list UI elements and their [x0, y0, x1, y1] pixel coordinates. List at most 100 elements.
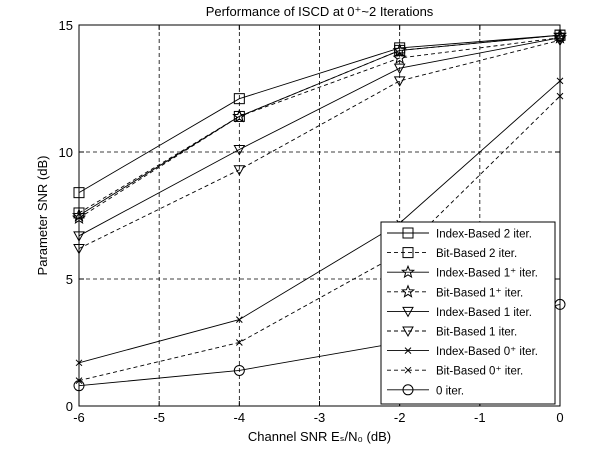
legend-label: Bit-Based 0⁺ iter.	[436, 366, 523, 378]
legend-label: Index-Based 1⁺ iter.	[436, 268, 538, 280]
marker-square	[233, 93, 245, 105]
marker-x-b	[75, 359, 83, 367]
marker-square	[73, 187, 85, 199]
marker-triangle	[393, 63, 406, 75]
legend-item: Index-Based 0⁺ iter.	[387, 346, 538, 358]
data-point	[393, 76, 406, 87]
y-tick-label: 5	[66, 272, 73, 287]
marker-x-b	[235, 316, 243, 323]
marker-triangle	[73, 231, 85, 242]
x-axis-label: Channel SNR Eₛ/N₀ (dB)	[248, 429, 391, 444]
data-point	[556, 77, 564, 85]
legend-item: Index-Based 2 iter.	[387, 227, 532, 241]
legend-item: Bit-Based 1⁺ iter.	[387, 284, 523, 299]
x-tick-label: -1	[474, 410, 486, 425]
marker-triangle	[233, 165, 246, 176]
data-point	[75, 359, 83, 367]
data-point	[233, 364, 245, 376]
data-point	[235, 316, 243, 323]
legend-marker	[402, 306, 414, 318]
legend-item: Index-Based 1⁺ iter.	[387, 264, 538, 280]
marker-circle	[73, 380, 85, 392]
series-line	[78, 37, 561, 219]
data-point	[392, 50, 407, 64]
series-line	[78, 34, 561, 193]
marker-triangle	[554, 33, 566, 44]
y-tick-label: 15	[59, 18, 73, 33]
marker-x-b	[404, 366, 412, 374]
marker-star	[400, 284, 416, 298]
series-line	[78, 34, 561, 216]
marker-circle	[233, 364, 245, 376]
marker-square	[402, 247, 414, 259]
marker-star	[71, 208, 87, 222]
marker-triangle	[402, 306, 414, 318]
marker-triangle	[402, 326, 414, 338]
data-point	[235, 339, 243, 346]
legend-label: Index-Based 1 iter.	[436, 307, 532, 319]
x-tick-label: -3	[314, 410, 326, 425]
legend-marker	[400, 284, 416, 298]
legend-marker	[400, 264, 416, 279]
x-tick-label: -5	[153, 410, 165, 425]
x-tick-label: -6	[73, 410, 85, 425]
marker-x-b	[235, 339, 243, 346]
y-axis-label: Parameter SNR (dB)	[35, 156, 50, 276]
legend-label: Index-Based 0⁺ iter.	[436, 346, 538, 358]
legend-marker	[402, 247, 414, 259]
series-4	[73, 33, 566, 242]
marker-x-b	[404, 347, 412, 354]
legend-item: Bit-Based 1 iter.	[387, 326, 517, 339]
legend-item: Index-Based 1 iter.	[387, 306, 532, 319]
legend-marker	[404, 347, 412, 354]
data-point	[554, 33, 566, 44]
series-line	[78, 37, 561, 237]
marker-star	[71, 210, 87, 224]
data-point	[233, 165, 246, 176]
legend-label: Bit-Based 1⁺ iter.	[436, 287, 523, 299]
marker-star	[400, 264, 416, 279]
data-point	[393, 63, 406, 75]
marker-x-b	[556, 92, 564, 100]
series-line	[78, 39, 561, 249]
marker-triangle	[393, 76, 406, 87]
legend: Index-Based 2 iter. Bit-Based 2 iter. Inde…	[380, 221, 556, 405]
legend-label: Bit-Based 1 iter.	[436, 327, 517, 339]
legend-item: 0 iter.	[387, 384, 464, 397]
data-point	[71, 208, 87, 222]
legend-label: Index-Based 2 iter.	[436, 229, 532, 241]
data-point	[233, 93, 245, 105]
chart-title: Performance of ISCD at 0⁺~2 Iterations	[206, 4, 434, 19]
x-tick-label: 0	[556, 410, 563, 425]
data-point	[73, 231, 85, 242]
x-tick-label: -4	[234, 410, 246, 425]
data-point	[554, 35, 566, 47]
y-tick-label: 0	[66, 399, 73, 414]
data-point	[71, 210, 87, 224]
data-point	[556, 92, 564, 100]
y-tick-label: 10	[59, 145, 73, 160]
marker-triangle	[233, 144, 246, 156]
data-point	[232, 109, 247, 123]
marker-circle	[402, 384, 414, 396]
legend-item: Bit-Based 2 iter.	[387, 247, 517, 260]
legend-marker	[404, 366, 412, 374]
x-tick-label: -2	[394, 410, 406, 425]
marker-star	[232, 109, 247, 123]
data-point	[73, 187, 85, 199]
marker-star	[392, 50, 407, 64]
marker-triangle	[73, 244, 85, 255]
legend-marker	[402, 227, 414, 239]
data-point	[73, 244, 85, 255]
series-5	[73, 35, 566, 255]
legend-item: Bit-Based 0⁺ iter.	[387, 366, 523, 378]
marker-x-b	[556, 77, 564, 85]
data-point	[73, 380, 85, 392]
marker-triangle	[554, 35, 566, 47]
marker-square	[402, 227, 414, 239]
legend-marker	[402, 326, 414, 338]
legend-label: 0 iter.	[436, 385, 464, 397]
data-point	[233, 144, 246, 156]
legend-marker	[402, 384, 414, 396]
